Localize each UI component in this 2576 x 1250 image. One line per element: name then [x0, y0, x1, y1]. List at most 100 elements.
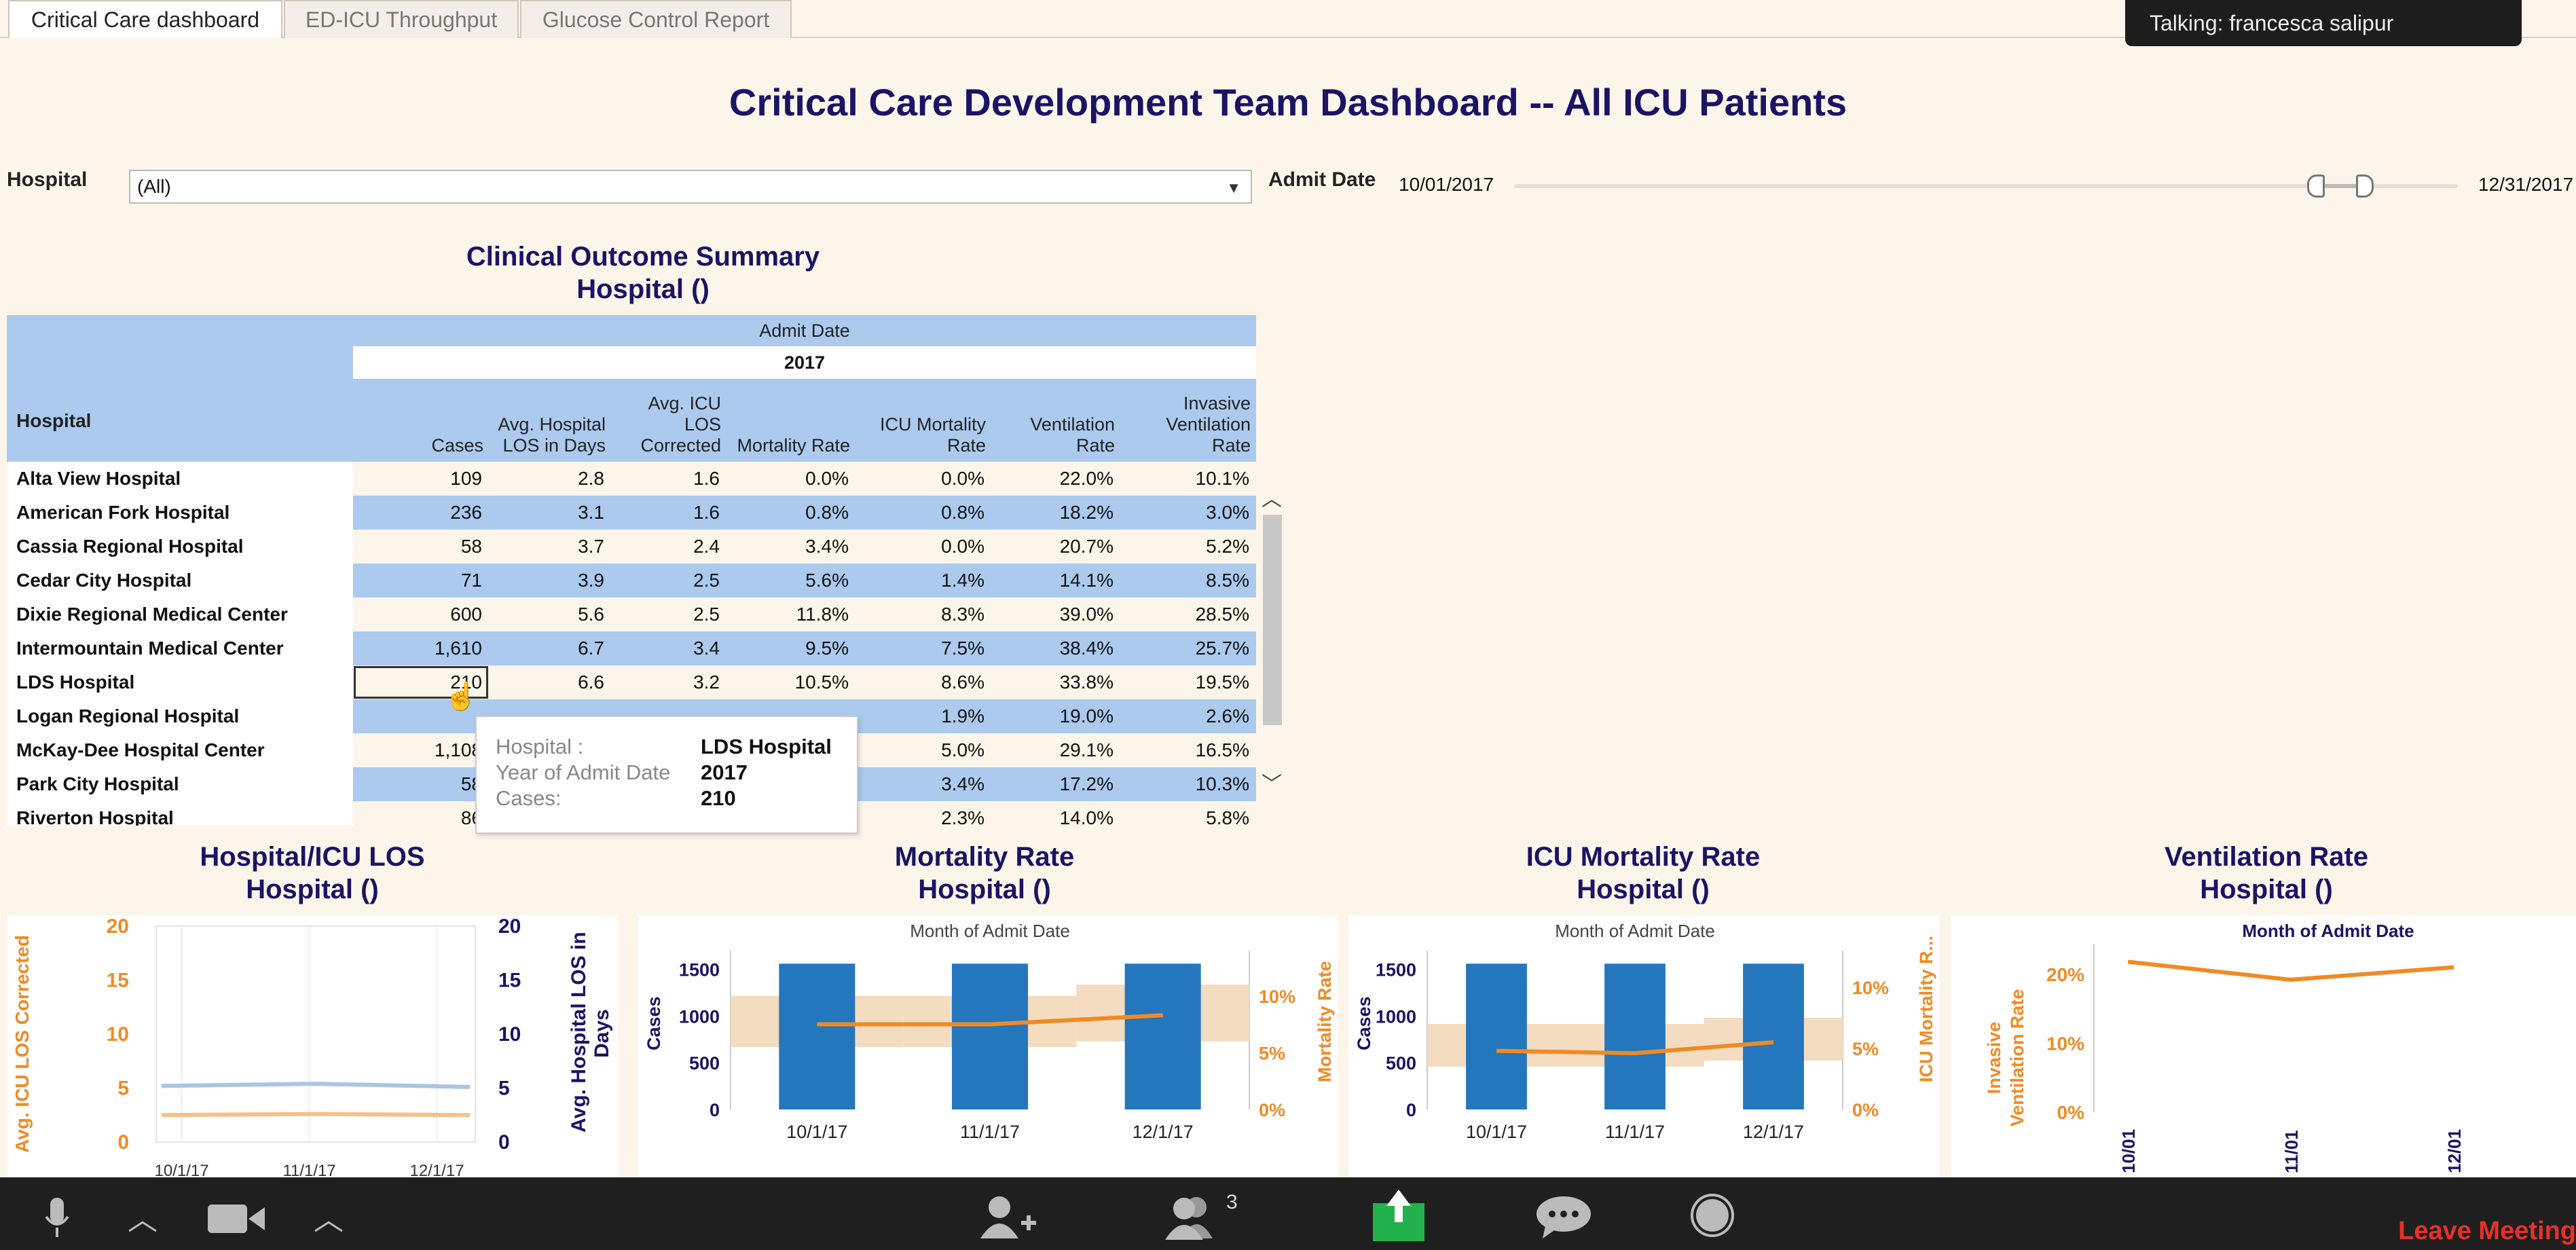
table-cell[interactable]: 6.7 — [489, 631, 611, 665]
table-cell[interactable]: 10.1% — [1195, 468, 1249, 489]
table-cell[interactable]: 58 — [353, 767, 489, 801]
video-camera-icon[interactable] — [208, 1202, 265, 1236]
table-cell[interactable]: 9.5% — [726, 631, 855, 665]
table-row[interactable]: McKay-Dee Hospital Center 1,108 5.0% 29.1% 1… — [7, 733, 1256, 767]
table-cell[interactable]: 3.4 — [611, 631, 726, 665]
microphone-icon[interactable] — [43, 1196, 71, 1240]
table-cell[interactable]: 3.4% — [805, 536, 849, 557]
table-cell[interactable]: 210 — [353, 665, 489, 699]
table-cell[interactable]: 0.0% — [941, 536, 985, 557]
table-cell[interactable]: 8.6% — [941, 672, 985, 693]
table-cell[interactable]: 3.2 — [693, 672, 720, 693]
audio-options-chevron-icon[interactable]: ︿ — [128, 1203, 158, 1236]
table-cell[interactable]: 1.6 — [693, 468, 720, 489]
table-cell[interactable]: 5.6 — [578, 604, 604, 625]
table-cell[interactable]: 1.6 — [611, 496, 726, 530]
table-cell[interactable]: 0.8% — [855, 496, 991, 530]
table-cell[interactable] — [353, 699, 489, 733]
hospital-name-cell[interactable]: Cedar City Hospital — [7, 564, 353, 598]
hospital-name-cell[interactable]: Riverton Hospital — [7, 801, 353, 826]
chevron-down-icon[interactable]: ▼ — [1226, 179, 1241, 196]
table-cell[interactable]: 1,108 — [434, 739, 482, 760]
table-cell[interactable]: 0.8% — [726, 496, 855, 530]
table-cell[interactable]: 5.6% — [726, 564, 855, 598]
table-cell[interactable]: 2.6% — [1120, 699, 1256, 733]
table-cell[interactable]: 3.4% — [855, 767, 991, 801]
scroll-thumb[interactable] — [1263, 515, 1282, 725]
table-cell[interactable]: 71 — [353, 564, 489, 598]
invite-icon[interactable] — [978, 1194, 1039, 1241]
table-cell[interactable]: 19.0% — [991, 699, 1120, 733]
table-cell[interactable]: 28.5% — [1195, 604, 1249, 625]
hospital-name-cell[interactable]: Logan Regional Hospital — [7, 699, 353, 733]
tab-ed-icu-throughput[interactable]: ED-ICU Throughput — [284, 0, 519, 38]
table-cell[interactable]: 18.2% — [991, 496, 1120, 530]
table-row[interactable]: Riverton Hospital 86 2.3% 14.0% 5.8% — [7, 801, 1256, 826]
table-cell[interactable]: 3.0% — [1120, 496, 1256, 530]
slider-end-handle[interactable] — [2356, 174, 2374, 198]
table-cell[interactable]: 236 — [353, 496, 489, 530]
hospital-name-cell[interactable]: American Fork Hospital — [7, 496, 353, 530]
table-cell[interactable]: 3.1 — [489, 496, 611, 530]
hospital-name-cell[interactable]: McKay-Dee Hospital Center — [7, 733, 353, 767]
participants-icon[interactable] — [1161, 1194, 1222, 1241]
table-row[interactable]: Intermountain Medical Center 1,610 6.7 3.4 9… — [7, 631, 1256, 665]
table-cell[interactable]: 14.0% — [1059, 807, 1114, 826]
table-cell[interactable]: 8.5% — [1120, 564, 1256, 598]
table-cell[interactable]: 7.5% — [855, 631, 991, 665]
table-cell[interactable]: 5.8% — [1206, 807, 1249, 826]
hospital-name-cell[interactable]: Intermountain Medical Center — [7, 631, 353, 665]
share-screen-icon[interactable] — [1373, 1190, 1424, 1241]
table-cell[interactable]: 19.5% — [1195, 672, 1249, 693]
table-cell[interactable]: 5.0% — [941, 739, 985, 760]
table-cell[interactable]: 2.4 — [693, 536, 720, 557]
table-cell[interactable]: 25.7% — [1120, 631, 1256, 665]
hospital-name-cell[interactable]: Alta View Hospital — [7, 462, 353, 496]
hospital-name-cell[interactable]: Cassia Regional Hospital — [7, 530, 353, 564]
table-cell[interactable]: 11.8% — [796, 604, 849, 625]
leave-meeting-button[interactable]: Leave Meeting — [2398, 1217, 2576, 1245]
tab-glucose-control-report[interactable]: Glucose Control Report — [520, 0, 792, 38]
hospital-name-cell[interactable]: LDS Hospital — [7, 665, 353, 699]
table-cell[interactable]: 3.9 — [489, 564, 611, 598]
table-row[interactable]: Cedar City Hospital 71 3.9 2.5 5.6% 1.4% 14.1%… — [7, 564, 1256, 598]
video-options-chevron-icon[interactable]: ︿ — [314, 1203, 344, 1236]
table-cell[interactable]: 2.3% — [941, 807, 985, 826]
table-row[interactable]: LDS Hospital 210 6.6 3.2 10.5% 8.6% 33.8% 19.5% — [7, 665, 1256, 699]
table-cell[interactable]: 1.4% — [855, 564, 991, 598]
scroll-up-icon[interactable]: ︿ — [1262, 488, 1282, 511]
table-cell[interactable]: 1.9% — [855, 699, 991, 733]
table-row[interactable]: American Fork Hospital 236 3.1 1.6 0.8% 0.8% 1… — [7, 496, 1256, 530]
tab-critical-care-dashboard[interactable]: Critical Care dashboard — [8, 0, 282, 38]
table-cell[interactable]: 22.0% — [1059, 468, 1114, 489]
table-row[interactable]: Cassia Regional Hospital 58 3.7 2.4 3.4% 0.0%… — [7, 530, 1256, 564]
chat-icon[interactable] — [1536, 1195, 1591, 1238]
table-cell[interactable]: 14.1% — [991, 564, 1120, 598]
table-cell[interactable]: 39.0% — [1059, 604, 1114, 625]
table-cell[interactable]: 8.3% — [941, 604, 985, 625]
table-cell[interactable]: 1,610 — [353, 631, 489, 665]
table-cell[interactable]: 29.1% — [1059, 739, 1114, 760]
table-row[interactable]: Dixie Regional Medical Center 600 5.6 2.5 11… — [7, 598, 1256, 631]
table-cell[interactable]: 10.5% — [794, 672, 849, 693]
hospital-dropdown[interactable]: (All) ▼ — [129, 170, 1252, 204]
table-row[interactable]: Alta View Hospital 109 2.8 1.6 0.0% 0.0% 22.0%… — [7, 462, 1256, 496]
table-cell[interactable]: 86 — [460, 807, 482, 826]
table-cell[interactable]: 33.8% — [1059, 672, 1114, 693]
table-cell[interactable]: 10.3% — [1120, 767, 1256, 801]
table-cell[interactable]: 17.2% — [991, 767, 1120, 801]
hospital-name-cell[interactable]: Dixie Regional Medical Center — [7, 598, 353, 631]
hospital-name-cell[interactable]: Park City Hospital — [7, 767, 353, 801]
table-cell[interactable]: 58 — [460, 536, 482, 557]
table-cell[interactable]: 6.6 — [578, 672, 604, 693]
record-icon[interactable] — [1689, 1192, 1735, 1238]
table-cell[interactable]: 109 — [450, 468, 482, 489]
table-cell[interactable]: 2.5 — [611, 564, 726, 598]
scroll-down-icon[interactable]: ﹀ — [1262, 773, 1282, 796]
table-cell[interactable]: 0.0% — [805, 468, 849, 489]
table-cell[interactable]: 5.2% — [1206, 536, 1249, 557]
table-cell[interactable]: 3.7 — [578, 536, 604, 557]
table-scrollbar[interactable]: ︿ ﹀ — [1259, 475, 1286, 828]
table-cell[interactable]: 600 — [450, 604, 482, 625]
table-cell[interactable]: 16.5% — [1195, 739, 1249, 760]
